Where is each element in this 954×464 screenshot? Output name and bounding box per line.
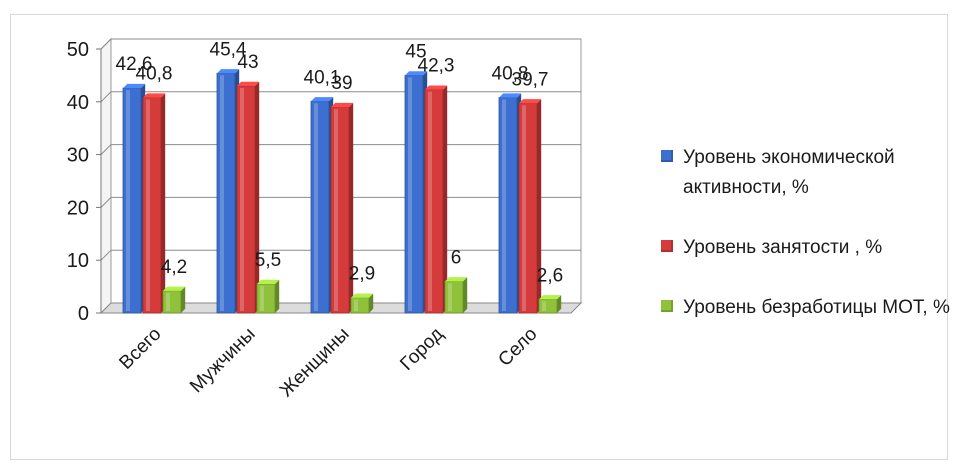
bar — [256, 283, 276, 314]
bar — [444, 280, 464, 314]
bar-highlight — [334, 109, 338, 311]
bar — [518, 102, 538, 314]
bar-top — [425, 85, 448, 90]
data-label: 4,2 — [161, 257, 187, 278]
bar-side — [557, 295, 562, 313]
bar-side — [181, 286, 186, 313]
bar-top — [257, 279, 280, 284]
legend-item-unemployment: Уровень безработицы МОТ, % — [661, 293, 954, 323]
bar-side — [463, 277, 468, 313]
bar-highlight — [166, 292, 170, 311]
bar-top — [143, 93, 166, 98]
data-label: 43 — [237, 52, 258, 73]
bar — [162, 290, 182, 314]
y-tick-label: 0 — [78, 303, 89, 325]
bar-side — [369, 293, 374, 313]
bar-highlight — [220, 75, 224, 311]
bar — [310, 100, 330, 314]
bar-highlight — [408, 77, 412, 312]
bar — [404, 75, 424, 314]
bar-side — [161, 93, 166, 313]
legend-swatch-employment — [661, 240, 673, 252]
bar-highlight — [502, 99, 506, 312]
data-label: 45 — [405, 41, 426, 62]
bar-highlight — [126, 90, 130, 312]
bar-top — [351, 293, 374, 298]
bar-top — [405, 71, 428, 76]
data-label: 6 — [451, 247, 462, 268]
plot-side-wall — [100, 37, 112, 315]
bar-top — [445, 277, 468, 282]
bar-top — [519, 99, 542, 104]
legend-label-employment: Уровень занятости , % — [683, 237, 883, 258]
legend-label-activity: Уровень экономической активности, % — [683, 147, 895, 198]
bar — [424, 89, 444, 314]
bar-chart: 0102030405042,640,84,2Всего45,4435,5Мужч… — [67, 37, 583, 402]
legend-swatch-unemployment — [661, 300, 673, 312]
category-label: Женщины — [276, 324, 354, 402]
bar — [236, 85, 256, 314]
data-label: 39,7 — [512, 69, 549, 90]
bar-top — [237, 81, 260, 86]
legend: Уровень экономической активности, % Уров… — [661, 143, 954, 353]
bar — [216, 72, 236, 314]
bar-top — [539, 295, 562, 300]
legend-item-employment: Уровень занятости , % — [661, 233, 954, 263]
legend-label-unemployment: Уровень безработицы МОТ, % — [683, 297, 950, 318]
legend-item-activity: Уровень экономической активности, % — [661, 143, 954, 203]
bar-top — [499, 93, 522, 98]
bar-top — [217, 69, 240, 74]
bar-highlight — [314, 103, 318, 311]
y-tick-label: 50 — [67, 39, 89, 61]
data-label: 5,5 — [255, 250, 281, 271]
gridline — [100, 38, 581, 50]
bar-highlight — [542, 301, 546, 311]
bar-top — [311, 97, 334, 102]
bar-highlight — [240, 87, 244, 312]
bar-side — [275, 279, 280, 313]
chart-frame: 0 10 20 30 40 50 42,6 40,8 4,2 Всего 45,4 43 5,5 Мужч… — [10, 14, 950, 460]
bar — [538, 298, 558, 314]
bar-highlight — [354, 299, 358, 311]
bar-side — [537, 99, 542, 314]
bar-highlight — [522, 105, 526, 311]
bar — [330, 106, 350, 314]
bar-highlight — [260, 285, 264, 311]
data-label: 40,8 — [136, 64, 173, 85]
category-label: Мужчины — [186, 324, 259, 397]
data-label: 42,6 — [116, 54, 153, 75]
data-label: 40,8 — [492, 64, 529, 85]
bar-highlight — [146, 99, 150, 312]
data-label: 2,6 — [537, 265, 563, 286]
y-tick-label: 20 — [67, 197, 89, 219]
bar-top — [163, 286, 186, 291]
bar-side — [349, 102, 354, 313]
y-tick-label: 30 — [67, 145, 89, 167]
data-label: 39 — [331, 73, 352, 94]
data-label: 40,1 — [304, 67, 341, 88]
legend-swatch-activity — [661, 150, 673, 162]
bar — [350, 297, 370, 314]
category-label: Всего — [115, 324, 165, 374]
bar-highlight — [448, 283, 452, 311]
bar-top — [123, 83, 146, 89]
bar — [142, 97, 162, 314]
bar — [122, 87, 142, 314]
bar-side — [255, 81, 260, 313]
data-label: 45,4 — [210, 39, 247, 60]
bar-highlight — [428, 91, 432, 311]
bar-top — [331, 102, 354, 108]
bar — [498, 97, 518, 314]
category-label: Село — [494, 324, 541, 371]
bar-side — [443, 85, 448, 314]
y-tick-label: 40 — [67, 92, 89, 114]
y-tick-label: 10 — [67, 250, 89, 272]
data-label: 2,9 — [349, 264, 375, 285]
category-label: Город — [396, 324, 447, 375]
data-label: 42,3 — [418, 56, 455, 77]
